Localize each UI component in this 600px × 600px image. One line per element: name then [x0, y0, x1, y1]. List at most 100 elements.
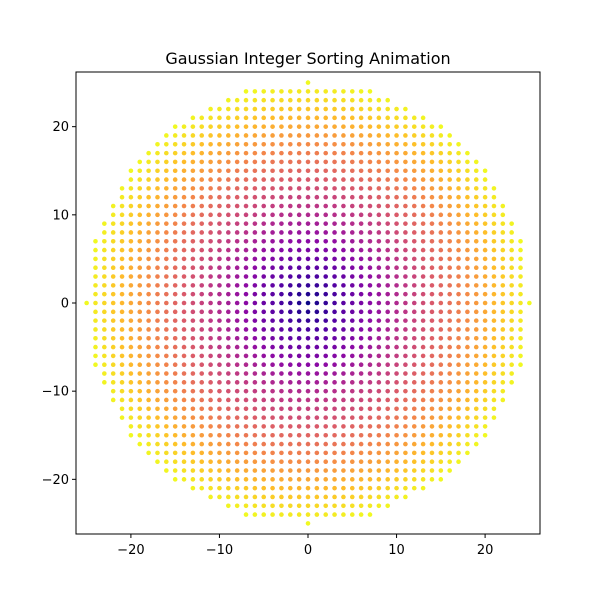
data-point [279, 309, 284, 315]
data-point [110, 291, 116, 297]
data-point [199, 459, 205, 465]
data-point [243, 291, 249, 297]
data-point [252, 247, 258, 253]
data-point [403, 141, 408, 147]
data-point [226, 238, 231, 244]
data-point [217, 406, 222, 412]
data-point [199, 150, 205, 156]
data-point [261, 115, 267, 121]
data-point [403, 274, 408, 279]
data-point [314, 238, 320, 244]
data-point [367, 133, 373, 138]
data-point [349, 150, 355, 156]
data-point [181, 362, 187, 368]
data-point [305, 124, 311, 129]
data-point [341, 424, 346, 429]
data-point [509, 291, 514, 297]
data-point [208, 212, 213, 218]
data-point [341, 344, 346, 350]
data-point [376, 485, 382, 491]
data-point [438, 291, 444, 297]
data-point [447, 468, 452, 473]
data-point [226, 362, 231, 368]
data-point [199, 221, 205, 226]
data-point [385, 353, 390, 359]
data-point [279, 115, 284, 121]
data-point [367, 124, 373, 129]
data-point [110, 274, 116, 279]
data-point [429, 459, 435, 465]
data-point [128, 291, 134, 297]
data-point [270, 415, 275, 420]
data-point [447, 221, 452, 226]
data-point [376, 291, 382, 297]
data-point [261, 353, 267, 359]
data-point [199, 468, 205, 473]
data-point [403, 283, 408, 288]
data-point [128, 283, 134, 288]
data-point [234, 485, 240, 491]
data-point [243, 89, 249, 94]
data-point [305, 397, 311, 403]
data-point [270, 141, 275, 147]
data-point [358, 450, 364, 456]
data-point [234, 133, 240, 138]
data-point [367, 194, 373, 200]
data-point [190, 274, 196, 279]
data-point [234, 238, 240, 244]
data-point [146, 415, 151, 420]
data-point [279, 194, 284, 200]
data-point [155, 459, 160, 465]
data-point [456, 186, 461, 191]
data-point [323, 485, 329, 491]
data-point [429, 238, 435, 244]
data-point [287, 238, 293, 244]
data-point [456, 168, 461, 174]
data-point [429, 212, 435, 218]
data-point [128, 186, 134, 191]
data-point [279, 203, 284, 209]
data-point [420, 459, 426, 465]
data-point [190, 353, 196, 359]
data-point [279, 477, 284, 482]
data-point [376, 141, 382, 147]
data-point [296, 186, 302, 191]
data-point [119, 300, 125, 306]
data-point [456, 256, 461, 262]
data-point [155, 150, 160, 156]
data-point [199, 441, 205, 447]
data-point [102, 256, 107, 262]
data-point [243, 327, 249, 332]
data-point [181, 459, 187, 465]
data-point [110, 327, 116, 332]
data-point [314, 441, 320, 447]
data-point [385, 406, 390, 412]
data-point [172, 380, 178, 385]
data-point [252, 371, 258, 376]
data-point [155, 203, 160, 209]
data-point [226, 230, 231, 235]
data-point [102, 230, 107, 235]
data-point [438, 362, 444, 368]
data-point [341, 159, 346, 165]
data-point [261, 512, 267, 517]
data-point [181, 450, 187, 456]
data-point [261, 388, 267, 394]
data-point [146, 353, 151, 359]
data-point [217, 380, 222, 385]
data-point [190, 168, 196, 174]
data-point [332, 327, 337, 332]
data-point [358, 141, 364, 147]
data-point [128, 327, 134, 332]
data-point [287, 186, 293, 191]
data-point [376, 186, 382, 191]
data-point [296, 318, 302, 323]
data-point [438, 230, 444, 235]
data-point [376, 362, 382, 368]
data-point [482, 186, 488, 191]
data-point [226, 168, 231, 174]
data-point [411, 230, 417, 235]
data-point [119, 406, 125, 412]
data-point [341, 406, 346, 412]
data-point [146, 230, 151, 235]
